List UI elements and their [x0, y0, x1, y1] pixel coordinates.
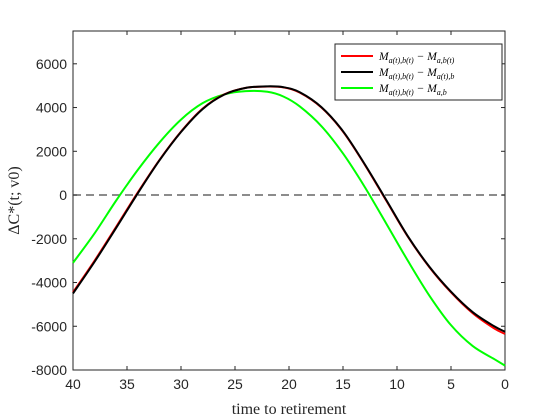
- legend-term: M: [378, 51, 390, 63]
- legend-term: M: [378, 83, 390, 95]
- legend-entry-2: Ma(t),b(t) − Ma,b: [378, 83, 447, 97]
- legend-operator: − M: [414, 67, 439, 79]
- x-tick-label: 10: [389, 376, 405, 392]
- legend: Ma(t),b(t) − Ma,b(t)Ma(t),b(t) − Ma(t),b…: [334, 43, 503, 101]
- x-tick-label: 35: [119, 376, 135, 392]
- legend-operator: − M: [414, 83, 439, 95]
- legend-subscript: a(t),b(t): [389, 88, 414, 97]
- legend-entry-0: Ma(t),b(t) − Ma,b(t): [378, 51, 455, 65]
- legend-subscript: a(t),b(t): [389, 56, 414, 65]
- x-axis-label: time to retirement: [232, 401, 347, 418]
- legend-subscript: a(t),b(t): [389, 72, 414, 81]
- series-line-1: [72, 85, 506, 333]
- x-tick-label: 0: [501, 376, 509, 392]
- y-tick-label: -6000: [31, 318, 67, 334]
- x-tick-label: 5: [447, 376, 455, 392]
- legend-term: M: [378, 67, 390, 79]
- series-line-2: [72, 89, 506, 367]
- x-tick-label: 20: [281, 376, 297, 392]
- x-tick-label: 40: [65, 376, 81, 392]
- y-tick-label: -4000: [31, 275, 67, 291]
- y-tick-label: -8000: [31, 362, 67, 378]
- plot-area: 40 35 30 25 20 15 10 5 0 -8000 -6000 -4000 -2000 0 200…: [31, 30, 509, 392]
- legend-entry-1: Ma(t),b(t) − Ma(t),b: [378, 67, 454, 81]
- y-tick-label: -2000: [31, 231, 67, 247]
- y-tick-label: 0: [59, 187, 67, 203]
- y-tick-label: 2000: [36, 143, 67, 159]
- legend-subscript: a,b: [437, 88, 447, 97]
- x-tick-label: 15: [335, 376, 351, 392]
- legend-subscript: a(t),b: [437, 72, 455, 81]
- y-tick-label: 4000: [36, 100, 67, 116]
- y-tick-label: 6000: [36, 56, 67, 72]
- x-tick-label: 25: [227, 376, 243, 392]
- x-tick-label: 30: [173, 376, 189, 392]
- y-axis-label: ΔC*(t; v0): [6, 166, 23, 235]
- legend-subscript: a,b(t): [437, 56, 455, 65]
- legend-operator: − M: [414, 51, 439, 63]
